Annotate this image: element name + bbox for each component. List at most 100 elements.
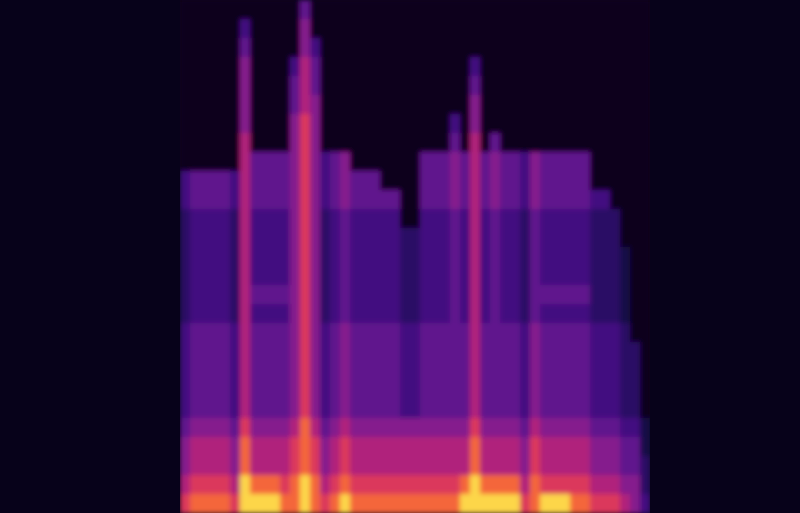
cell <box>500 0 511 20</box>
cell <box>320 323 331 343</box>
cell <box>590 247 601 267</box>
cell <box>350 76 361 96</box>
cell <box>610 437 621 457</box>
cell <box>310 342 321 362</box>
cell <box>280 133 291 153</box>
cell <box>370 437 381 457</box>
cell <box>390 114 401 134</box>
cell <box>260 266 271 286</box>
cell <box>310 19 321 39</box>
cell <box>620 171 631 191</box>
cell <box>270 342 281 362</box>
cell <box>480 361 491 381</box>
cell <box>200 152 211 172</box>
cell <box>490 342 501 362</box>
cell <box>250 399 261 419</box>
cell <box>560 57 571 77</box>
cell <box>350 494 361 513</box>
cell <box>470 494 481 513</box>
cell <box>560 0 571 20</box>
cell <box>640 475 650 495</box>
cell <box>420 361 431 381</box>
cell <box>390 342 401 362</box>
cell <box>640 285 650 305</box>
cell <box>240 494 251 513</box>
cell <box>630 456 641 476</box>
cell <box>340 247 351 267</box>
cell <box>620 247 631 267</box>
cell <box>280 209 291 229</box>
cell <box>490 133 501 153</box>
cell <box>410 114 421 134</box>
cell <box>310 380 321 400</box>
cell <box>390 399 401 419</box>
cell <box>200 399 211 419</box>
cell <box>590 57 601 77</box>
cell <box>350 361 361 381</box>
cell <box>480 209 491 229</box>
cell <box>530 133 541 153</box>
cell <box>210 418 221 438</box>
cell <box>540 38 551 58</box>
cell <box>620 0 631 20</box>
cell <box>330 95 341 115</box>
cell <box>300 38 311 58</box>
cell <box>640 209 650 229</box>
cell <box>360 456 371 476</box>
cell <box>550 247 561 267</box>
cell <box>620 418 631 438</box>
cell <box>420 0 431 20</box>
cell <box>610 323 621 343</box>
cell <box>420 76 431 96</box>
cell <box>640 76 650 96</box>
cell <box>180 190 191 210</box>
cell <box>390 57 401 77</box>
cell <box>420 399 431 419</box>
cell <box>440 57 451 77</box>
cell <box>580 285 591 305</box>
cell <box>460 228 471 248</box>
cell <box>440 95 451 115</box>
cell <box>250 19 261 39</box>
cell <box>460 475 471 495</box>
cell <box>540 437 551 457</box>
cell <box>290 456 301 476</box>
cell <box>380 304 391 324</box>
cell <box>540 266 551 286</box>
cell <box>520 114 531 134</box>
cell <box>300 418 311 438</box>
cell <box>460 95 471 115</box>
cell <box>480 437 491 457</box>
cell <box>630 247 641 267</box>
cell <box>230 57 241 77</box>
cell <box>400 380 411 400</box>
cell <box>530 152 541 172</box>
cell <box>340 266 351 286</box>
cell <box>350 133 361 153</box>
cell <box>400 57 411 77</box>
cell <box>540 361 551 381</box>
cell <box>370 133 381 153</box>
cell <box>300 247 311 267</box>
cell <box>520 494 531 513</box>
cell <box>510 171 521 191</box>
cell <box>350 95 361 115</box>
cell <box>610 38 621 58</box>
cell <box>340 380 351 400</box>
cell <box>490 285 501 305</box>
cell <box>640 95 650 115</box>
cell <box>620 342 631 362</box>
cell <box>260 228 271 248</box>
cell <box>620 209 631 229</box>
cell <box>400 152 411 172</box>
cell <box>440 418 451 438</box>
cell <box>590 361 601 381</box>
cell <box>540 380 551 400</box>
cell <box>220 57 231 77</box>
cell <box>560 361 571 381</box>
cell <box>540 114 551 134</box>
cell <box>530 418 541 438</box>
cell <box>210 19 221 39</box>
cell <box>460 76 471 96</box>
cell <box>230 399 241 419</box>
